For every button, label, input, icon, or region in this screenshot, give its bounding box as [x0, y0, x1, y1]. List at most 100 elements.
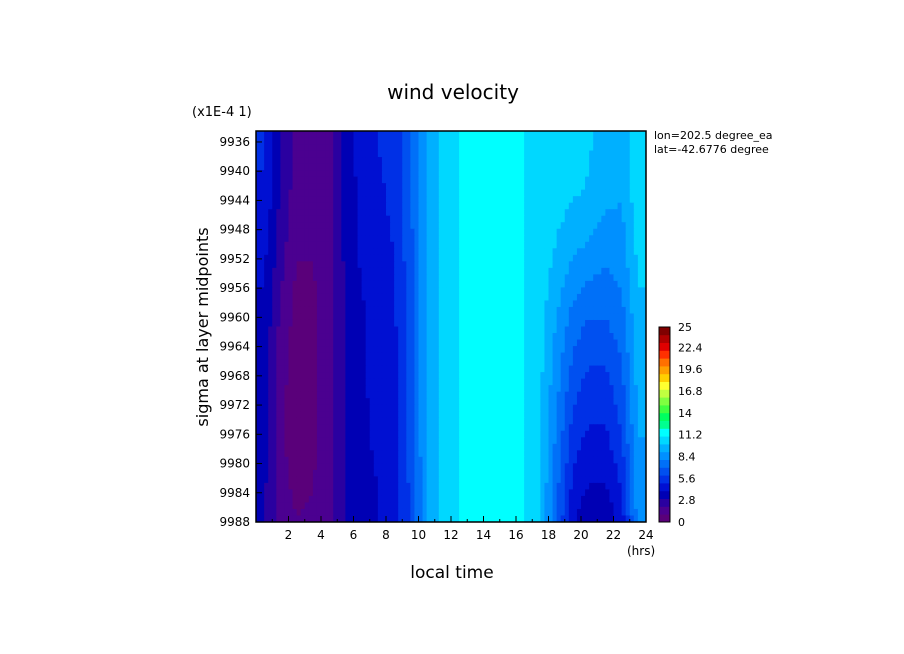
heatmap-cell — [544, 385, 550, 393]
heatmap-cell — [455, 306, 460, 315]
heatmap-cell — [585, 333, 590, 341]
heatmap-cell — [284, 385, 290, 393]
heatmap-cell — [581, 424, 586, 432]
heatmap-cell — [605, 189, 611, 197]
heatmap-cell — [426, 235, 432, 243]
heatmap-cell — [414, 456, 420, 464]
heatmap-cell — [394, 391, 399, 399]
heatmap-cell — [337, 306, 342, 315]
heatmap-cell — [345, 326, 351, 334]
heatmap-cell — [361, 293, 367, 302]
heatmap-cell — [300, 391, 306, 399]
heatmap-cell — [386, 326, 391, 334]
heatmap-cell — [617, 267, 623, 275]
heatmap-cell — [597, 157, 602, 165]
heatmap-cell — [386, 443, 391, 451]
heatmap-cell — [321, 437, 326, 445]
heatmap-cell — [483, 189, 489, 197]
heatmap-cell — [333, 280, 338, 288]
heatmap-cell — [637, 189, 643, 197]
heatmap-cell — [312, 215, 318, 223]
heatmap-cell — [641, 424, 646, 432]
heatmap-cell — [394, 157, 399, 165]
heatmap-cell — [446, 319, 452, 328]
heatmap-cell — [568, 293, 574, 302]
heatmap-cell — [625, 209, 631, 217]
heatmap-cell — [613, 346, 619, 354]
heatmap-cell — [487, 430, 493, 438]
heatmap-cell — [422, 131, 428, 139]
heatmap-cell — [516, 235, 521, 243]
heatmap-cell — [459, 241, 464, 249]
heatmap-cell — [402, 196, 407, 204]
heatmap-cell — [593, 437, 598, 445]
heatmap-cell — [434, 176, 440, 184]
heatmap-cell — [402, 352, 407, 360]
heatmap-cell — [438, 131, 444, 139]
heatmap-cell — [568, 287, 574, 295]
heatmap-cell — [292, 463, 298, 471]
heatmap-cell — [568, 359, 574, 367]
heatmap-cell — [593, 274, 598, 282]
heatmap-cell — [394, 189, 399, 197]
heatmap-cell — [467, 430, 472, 438]
heatmap-cell — [491, 333, 497, 341]
heatmap-cell — [260, 319, 265, 328]
heatmap-cell — [556, 189, 562, 197]
heatmap-cell — [353, 404, 359, 412]
heatmap-cell — [361, 189, 367, 197]
heatmap-cell — [629, 150, 635, 158]
heatmap-cell — [625, 235, 631, 243]
heatmap-cell — [560, 326, 566, 334]
heatmap-cell — [637, 287, 643, 295]
heatmap-cell — [304, 404, 310, 412]
heatmap-cell — [422, 183, 428, 191]
heatmap-cell — [641, 280, 646, 288]
heatmap-cell — [459, 235, 464, 243]
heatmap-cell — [483, 254, 489, 262]
heatmap-cell — [430, 248, 436, 256]
heatmap-cell — [520, 274, 525, 282]
heatmap-cell — [280, 150, 286, 158]
heatmap-cell — [524, 424, 529, 432]
heatmap-cell — [552, 443, 558, 451]
heatmap-cell — [260, 372, 265, 380]
heatmap-cell — [528, 228, 533, 236]
heatmap-cell — [312, 385, 318, 393]
heatmap-cell — [520, 183, 525, 191]
heatmap-cell — [341, 274, 346, 282]
heatmap-cell — [544, 176, 550, 184]
heatmap-cell — [609, 430, 615, 438]
heatmap-cell — [402, 157, 407, 165]
heatmap-cell — [434, 202, 440, 210]
heatmap-cell — [451, 300, 456, 308]
heatmap-cell — [357, 144, 363, 152]
heatmap-cell — [349, 274, 355, 282]
heatmap-cell — [272, 313, 277, 321]
heatmap-cell — [329, 196, 334, 204]
heatmap-cell — [264, 378, 269, 386]
heatmap-cell — [528, 241, 533, 249]
heatmap-cell — [511, 359, 517, 367]
heatmap-cell — [316, 157, 322, 165]
heatmap-cell — [398, 424, 403, 432]
heatmap-cell — [264, 137, 269, 145]
heatmap-cell — [629, 372, 635, 380]
heatmap-cell — [597, 417, 602, 425]
heatmap-cell — [585, 170, 590, 178]
heatmap-cell — [288, 319, 294, 328]
heatmap-cell — [308, 430, 314, 438]
heatmap-cell — [316, 306, 322, 315]
heatmap-cell — [633, 313, 639, 321]
heatmap-cell — [495, 326, 501, 334]
heatmap-cell — [516, 306, 521, 315]
heatmap-cell — [430, 430, 436, 438]
heatmap-cell — [337, 437, 342, 445]
heatmap-cell — [463, 170, 468, 178]
heatmap-cell — [321, 326, 326, 334]
heatmap-cell — [544, 267, 550, 275]
heatmap-cell — [422, 352, 428, 360]
heatmap-cell — [516, 261, 521, 269]
heatmap-cell — [304, 196, 310, 204]
heatmap-cell — [410, 463, 416, 471]
